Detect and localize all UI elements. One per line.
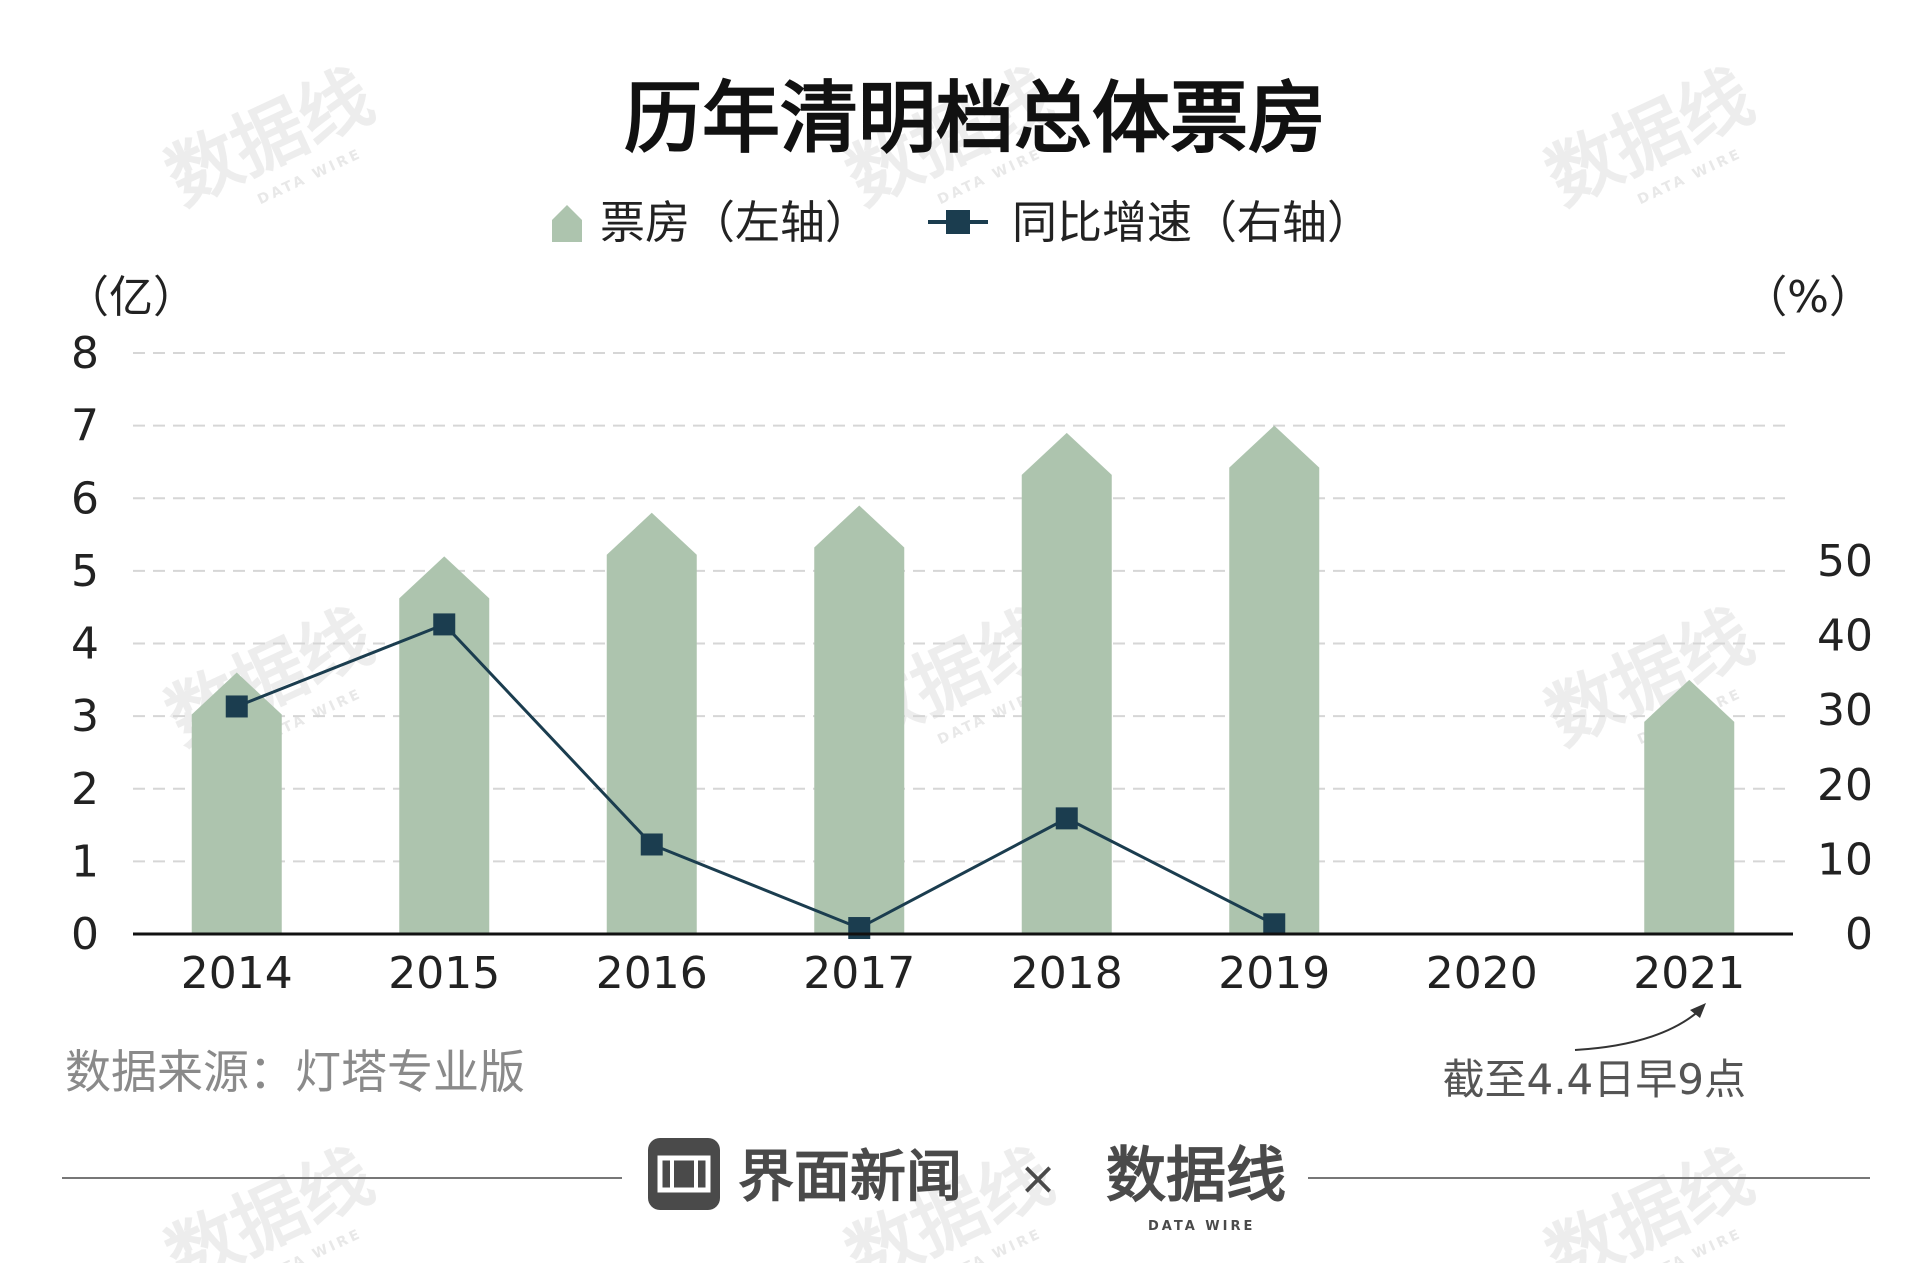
chart-title: 历年清明档总体票房 <box>624 74 1326 164</box>
left-tick-label: 2 <box>71 764 99 815</box>
line-point-2015 <box>433 613 456 636</box>
right-tick-label: 50 <box>1817 536 1873 587</box>
bar-2016 <box>606 512 697 934</box>
left-tick-label: 6 <box>71 473 99 524</box>
x-tick-label: 2018 <box>1011 948 1123 999</box>
x-tick-label: 2020 <box>1426 948 1538 999</box>
brand-jiemian: 界面新闻 <box>738 1145 962 1210</box>
source-note: 数据来源：灯塔专业版 <box>65 1045 525 1099</box>
bar-2014 <box>191 672 282 934</box>
footer: 界面新闻 × 数据线 DATA WIRE <box>62 1138 1870 1234</box>
x-tick-label: 2021 <box>1633 948 1745 999</box>
x-tick-label: 2014 <box>181 948 293 999</box>
legend-line-label: 同比增速（右轴） <box>1012 196 1372 249</box>
cutoff-note: 截至4.4日早9点 <box>1442 1055 1746 1104</box>
right-axis-unit: （%） <box>1743 272 1873 323</box>
legend: 票房（左轴） 同比增速（右轴） <box>552 196 1372 249</box>
left-tick-label: 5 <box>71 546 99 597</box>
brand-datawire-sub: DATA WIRE <box>1148 1219 1255 1234</box>
x-axis-ticks: 2014 2015 2016 2017 2018 2019 2020 2021 <box>181 948 1745 999</box>
x-tick-label: 2019 <box>1218 948 1330 999</box>
line-point-2018 <box>1055 807 1078 830</box>
annotation-arrowhead <box>1690 1003 1706 1018</box>
line-point-2014 <box>225 695 248 718</box>
bar-2021 <box>1644 679 1735 934</box>
x-tick-label: 2015 <box>388 948 500 999</box>
line-point-2019 <box>1263 913 1286 936</box>
line-point-2016 <box>640 833 663 856</box>
bar-series <box>191 425 1735 934</box>
right-tick-label: 40 <box>1817 611 1873 662</box>
bar-2018 <box>1021 432 1112 934</box>
x-tick-label: 2016 <box>596 948 708 999</box>
left-tick-label: 3 <box>71 691 99 742</box>
left-axis-unit: （亿） <box>65 272 197 323</box>
line-series <box>225 613 1286 940</box>
legend-bar-label: 票房（左轴） <box>600 196 870 249</box>
bar-2017 <box>814 505 905 934</box>
brand-separator: × <box>1019 1151 1058 1205</box>
brand-datawire: 数据线 <box>1106 1141 1286 1211</box>
left-tick-label: 7 <box>71 401 99 452</box>
bar-2015 <box>399 556 490 934</box>
right-tick-label: 20 <box>1817 760 1873 811</box>
legend-bar-swatch <box>552 205 582 242</box>
bar-2019 <box>1229 425 1320 934</box>
left-tick-label: 1 <box>71 836 99 887</box>
x-tick-label: 2017 <box>803 948 915 999</box>
jiemian-logo-icon <box>648 1138 720 1210</box>
growth-line <box>236 622 1275 930</box>
left-tick-label: 0 <box>71 909 99 960</box>
annotation-arrow <box>1574 1009 1701 1051</box>
gridlines <box>133 352 1793 863</box>
left-tick-label: 4 <box>71 619 99 670</box>
line-point-2017 <box>848 917 871 940</box>
left-axis-ticks: 0 1 2 3 4 5 6 7 8 <box>71 328 99 960</box>
left-tick-label: 8 <box>71 328 99 379</box>
right-tick-label: 0 <box>1845 909 1873 960</box>
right-axis-ticks: 0 10 20 30 40 50 <box>1817 536 1873 960</box>
right-tick-label: 30 <box>1817 685 1873 736</box>
right-tick-label: 10 <box>1817 834 1873 885</box>
legend-line-marker <box>946 210 970 234</box>
